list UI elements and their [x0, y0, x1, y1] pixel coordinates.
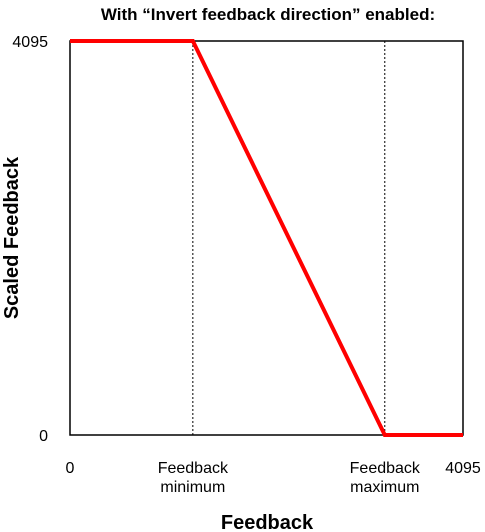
y-tick-label-1: 4095 [12, 34, 48, 51]
y-axis-title: Scaled Feedback [1, 156, 23, 319]
x-tick-label-2: Feedback maximum [350, 460, 421, 496]
tick-labels: 0 Feedback minimum Feedback maximum 4095 0 4095 [12, 34, 480, 496]
y-tick-label-0: 0 [39, 428, 48, 445]
x-tick-label-line: minimum [160, 479, 225, 496]
x-tick-label-0: 0 [66, 460, 75, 477]
x-tick-label-line: 0 [66, 460, 75, 477]
series-line-0 [70, 39, 463, 437]
chart-title: With “Invert feedback direction” enabled… [101, 5, 435, 24]
x-tick-label-line: 4095 [445, 460, 481, 477]
x-axis-title: Feedback [221, 512, 314, 532]
x-tick-label-1: Feedback minimum [158, 460, 229, 496]
x-tick-label-3: 4095 [445, 460, 481, 477]
x-tick-label-line: Feedback [158, 460, 229, 477]
reference-lines [192, 41, 386, 435]
x-tick-label-line: maximum [350, 479, 419, 496]
x-tick-label-line: Feedback [350, 460, 421, 477]
series-group [70, 39, 463, 437]
plot-area-frame [69, 40, 464, 436]
